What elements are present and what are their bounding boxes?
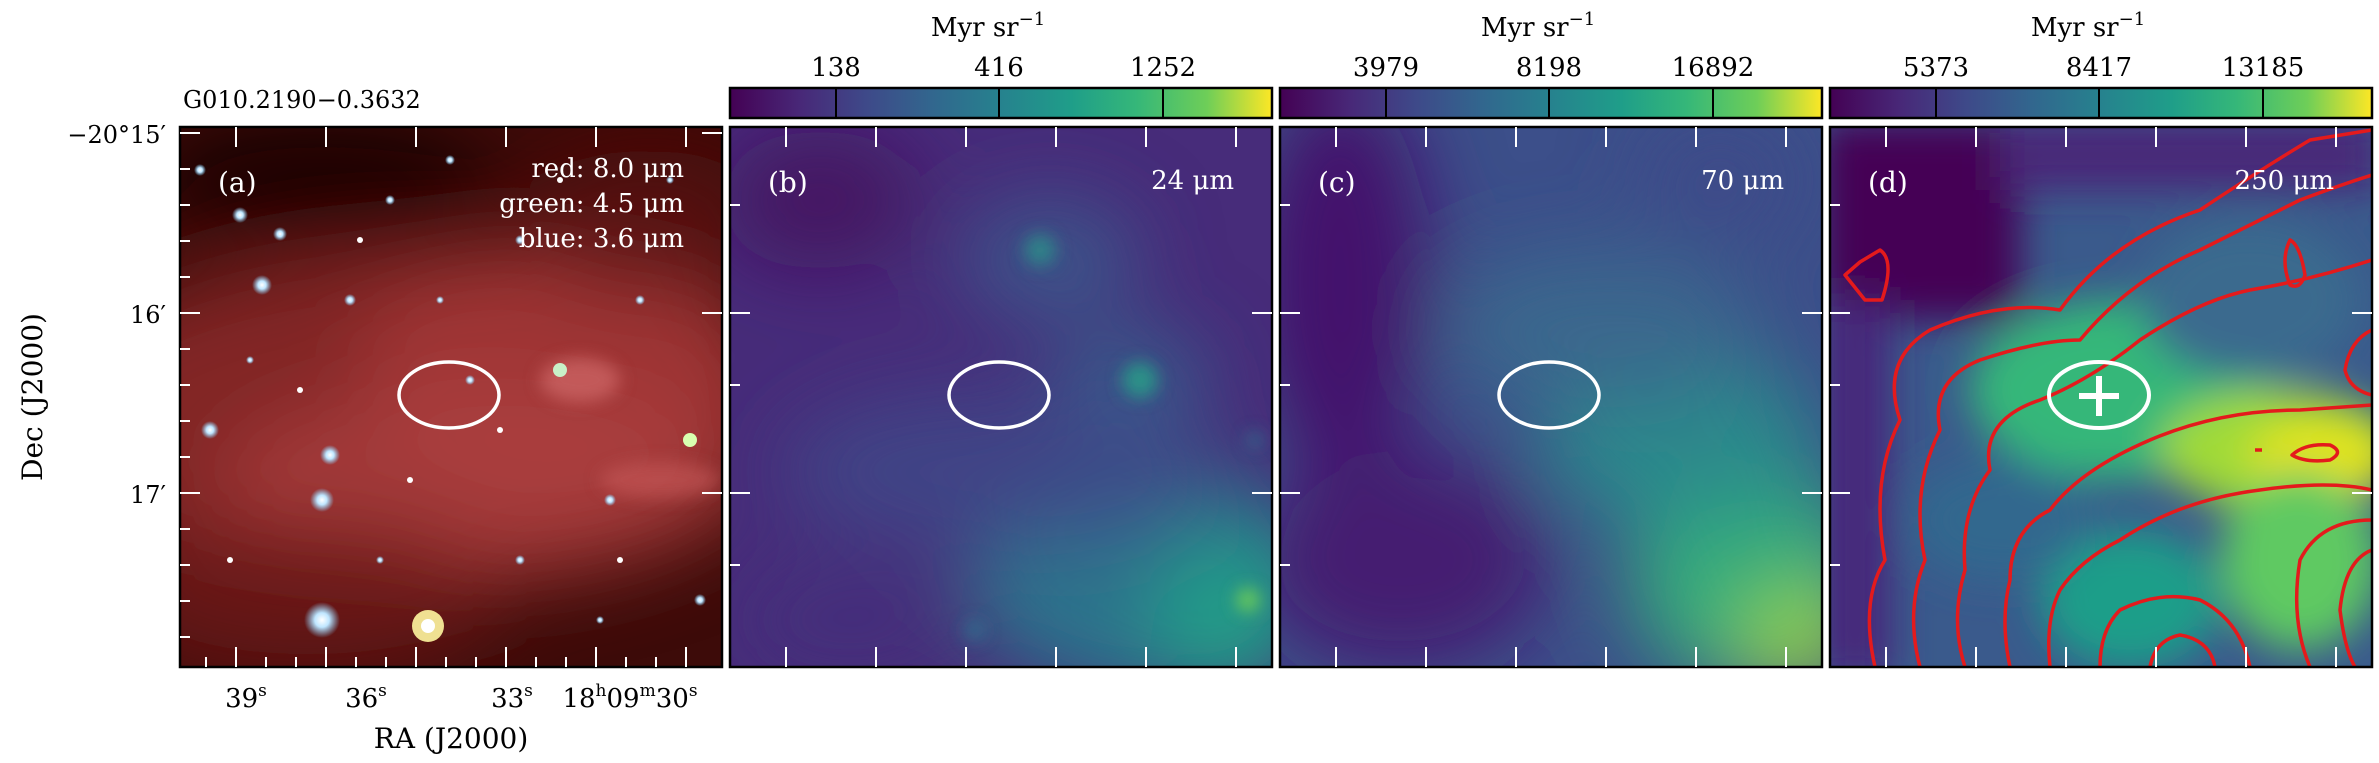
colorbar-b-tick: 416	[974, 53, 1024, 83]
panel-b-image	[730, 127, 1272, 667]
panel-a-ticks	[180, 127, 722, 667]
panel-bcd-ticks	[730, 127, 2372, 667]
source-ellipse	[1497, 360, 1601, 430]
dec-axis-label: Dec (J2000)	[16, 313, 49, 481]
dec-tick-label: 17′	[130, 481, 166, 509]
colorbar-c-tick: 8198	[1516, 53, 1582, 83]
panel-a-image	[180, 127, 722, 667]
panel-c-band: 70 μm	[1701, 166, 1784, 196]
source-marker	[2079, 376, 2119, 416]
dec-tick-label: 16′	[130, 301, 166, 329]
panel-d-letter: (d)	[1868, 166, 1908, 199]
colorbar-c-tick: 16892	[1672, 53, 1755, 83]
ra-tick-label-hms: 18h09m30s	[562, 681, 697, 714]
ra-axis-label: RA (J2000)	[374, 722, 529, 755]
colorbar-d-tick: 5373	[1903, 53, 1969, 83]
colorbar-b: 138 416 1252 Myr sr−1	[728, 9, 1274, 120]
panel-a-letter: (a)	[218, 166, 257, 199]
panel-a-channel-green: green: 4.5 μm	[499, 189, 684, 219]
colorbar-d-unit: Myr sr−1	[2031, 9, 2145, 43]
panel-c-letter: (c)	[1318, 166, 1356, 199]
colorbar-b-tick: 1252	[1130, 53, 1196, 83]
panel-d-band: 250 μm	[2235, 166, 2334, 196]
source-ellipse	[947, 360, 1051, 430]
panel-b-band: 24 μm	[1151, 166, 1234, 196]
ra-tick-label: 36s	[345, 681, 387, 714]
colorbar-d-tick: 8417	[2066, 53, 2132, 83]
ra-tick-label: 33s	[491, 681, 533, 714]
colorbar-b-tick: 138	[811, 53, 861, 83]
source-name: G010.2190−0.3632	[183, 86, 421, 114]
colorbar-c-tick: 3979	[1353, 53, 1419, 83]
source-ellipse	[2047, 360, 2151, 430]
colorbar-c-unit: Myr sr−1	[1481, 9, 1595, 43]
panel-a-channel-blue: blue: 3.6 μm	[519, 224, 684, 254]
contours	[1843, 128, 2372, 667]
ra-tick-label: 39s	[225, 681, 267, 714]
panel-d-image	[1830, 127, 2372, 667]
colorbar-d: 5373 8417 13185 Myr sr−1	[1828, 9, 2374, 120]
panel-a-channel-red: red: 8.0 μm	[531, 154, 684, 184]
colorbar-d-tick: 13185	[2222, 53, 2305, 83]
panel-c-image	[1280, 127, 1822, 667]
panel-b-letter: (b)	[768, 166, 808, 199]
colorbar-b-unit: Myr sr−1	[931, 9, 1045, 43]
panel-frames	[178, 125, 2374, 669]
dec-tick-label: −20°15′	[67, 121, 166, 149]
stars	[194, 155, 706, 642]
source-ellipse	[397, 360, 501, 430]
colorbar-c: 3979 8198 16892 Myr sr−1	[1278, 9, 1824, 120]
